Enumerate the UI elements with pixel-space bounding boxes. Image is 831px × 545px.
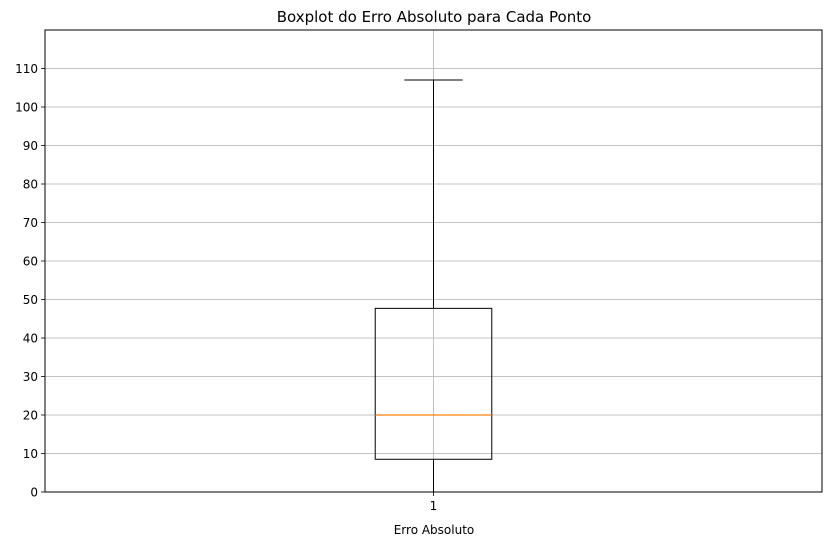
y-tick-label: 40: [23, 332, 38, 346]
y-tick-label: 60: [23, 255, 38, 269]
x-axis-label: Erro Absoluto: [394, 523, 475, 537]
iqr-box: [374, 307, 493, 460]
chart-title: Boxplot do Erro Absoluto para Cada Ponto: [277, 8, 592, 26]
y-tick-label: 30: [23, 370, 38, 384]
y-tick-label: 100: [15, 101, 38, 115]
y-tick-label: 80: [23, 178, 38, 192]
y-tick-label: 70: [23, 216, 38, 230]
axes: 0 10 20 30 40 50 60 70 80 90 100 110 1: [15, 62, 437, 513]
y-tick-label: 50: [23, 293, 38, 307]
y-tick-label: 0: [30, 486, 38, 500]
x-tick-label: 1: [430, 499, 438, 513]
y-tick-label: 90: [23, 139, 38, 153]
y-tick-label: 110: [15, 62, 38, 76]
y-tick-label: 20: [23, 409, 38, 423]
y-tick-label: 10: [23, 447, 38, 461]
